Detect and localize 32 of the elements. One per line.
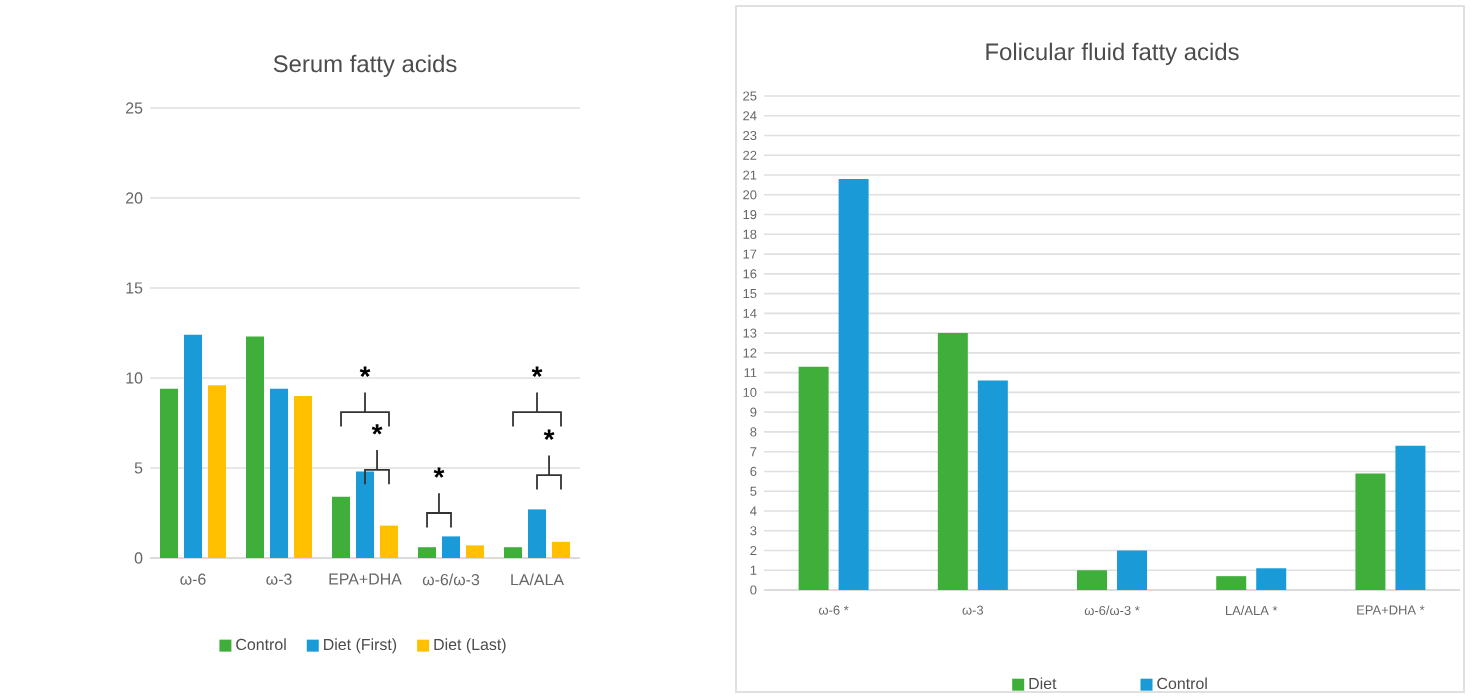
bar (208, 385, 227, 558)
bar (1117, 550, 1148, 590)
bar (798, 366, 829, 590)
bar (528, 509, 547, 558)
bar (246, 336, 265, 558)
bar (380, 525, 399, 558)
bar (504, 547, 523, 558)
bar (294, 396, 313, 558)
bar (356, 471, 375, 558)
bar (184, 334, 203, 558)
bar (1256, 568, 1287, 590)
bar (270, 388, 289, 558)
bar (977, 380, 1008, 590)
bar (1355, 473, 1386, 590)
bar (838, 178, 869, 590)
chart-title: Folicular fluid fatty acids (986, 42, 1239, 66)
bar (1077, 570, 1108, 590)
bar (552, 541, 571, 558)
bar (442, 536, 461, 558)
annotation: * (371, 424, 383, 435)
bar (466, 545, 485, 558)
bar (418, 547, 437, 558)
annotation: * (531, 366, 543, 377)
annotation: * (433, 467, 445, 478)
bar (332, 496, 351, 558)
annotation: * (359, 366, 371, 377)
bar (937, 333, 968, 590)
annotation: * (543, 429, 555, 440)
bar (1216, 576, 1247, 590)
bar (160, 388, 179, 558)
chart-title: Serum fatty acids (273, 54, 457, 78)
bar (1395, 445, 1426, 590)
